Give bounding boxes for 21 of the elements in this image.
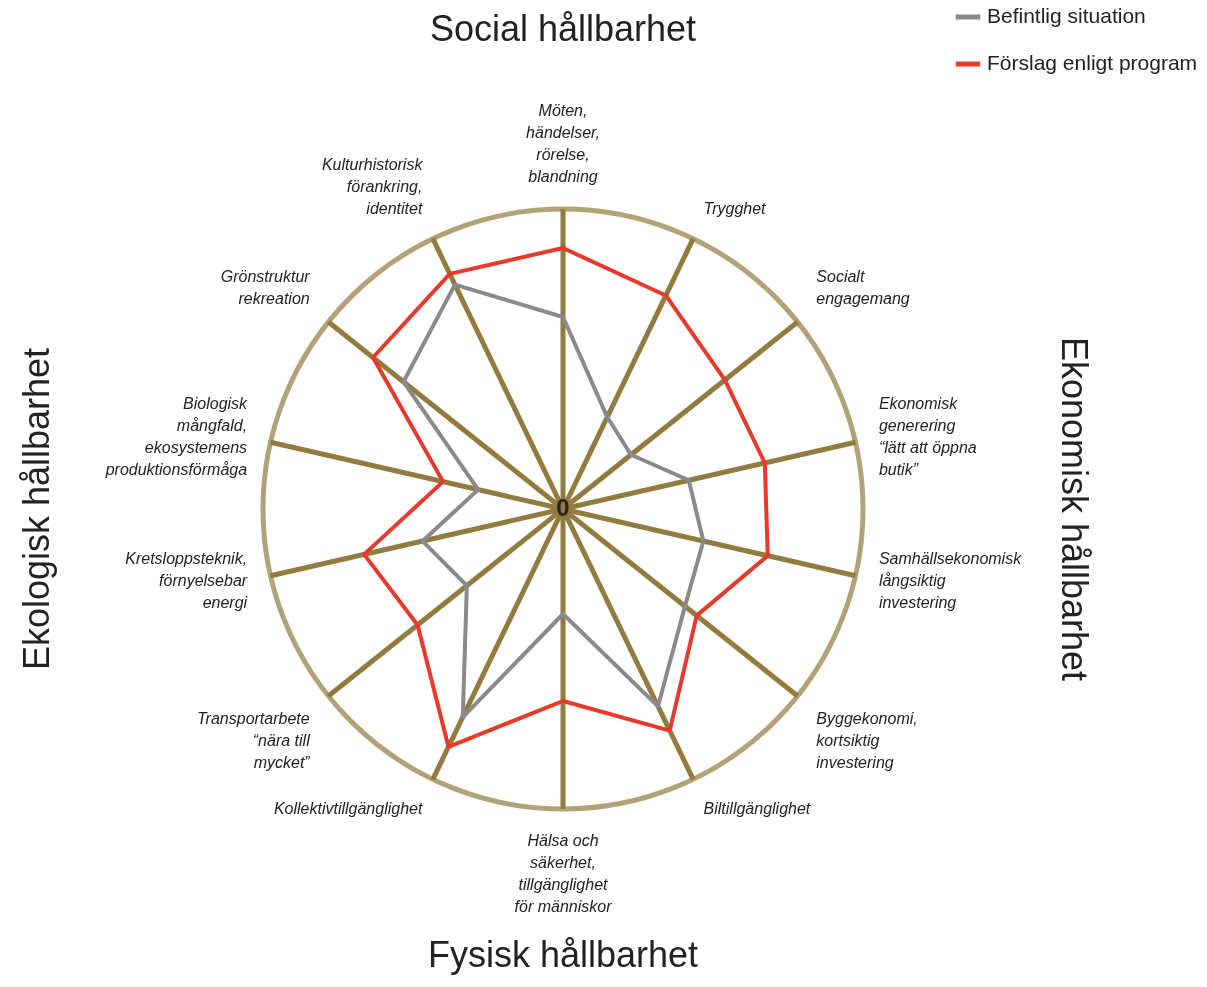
spoke-label: Samhällsekonomisk långsiktig investering [878, 550, 1023, 612]
spoke-label: Transportarbete “nära till mycket” [197, 710, 311, 772]
spoke-label: Hälsa och säkerhet, tillgänglighet för människor [514, 832, 613, 915]
legend-label: Förslag enligt program [987, 51, 1198, 74]
text: Ekologisk hållbarhet [16, 347, 57, 671]
spoke-label: Byggekonomi, kortsiktig investering [816, 710, 918, 772]
spoke-label: Socialt engagemang [816, 267, 910, 307]
legend-label: Befintlig situation [987, 4, 1146, 27]
spoke-label: Biltillgänglighet [703, 799, 811, 817]
spoke-label: Kretsloppsteknik, förnyelsebar energi [125, 550, 248, 612]
spoke-label: Grönstruktur rekreation [220, 267, 311, 307]
spoke-label: Trygghet [703, 200, 767, 218]
text: Fysisk hållbarhet [427, 934, 699, 975]
spoke-label: Ekonomisk generering “lätt att öppna butik” [878, 394, 977, 478]
spoke-label: Kulturhistorisk förankring, identitet [321, 156, 424, 218]
text: Social hållbarhet [429, 8, 697, 49]
spoke-label: Kollektivtillgänglighet [273, 799, 423, 817]
spoke-label: Biologisk mångfald, ekosystemens produktionsförmåga [104, 394, 249, 478]
text: Ekonomisk hållbarhet [1054, 336, 1095, 682]
text: 0 [556, 494, 570, 521]
spoke-label: Möten, händelser, rörelse, blandning [526, 102, 600, 185]
